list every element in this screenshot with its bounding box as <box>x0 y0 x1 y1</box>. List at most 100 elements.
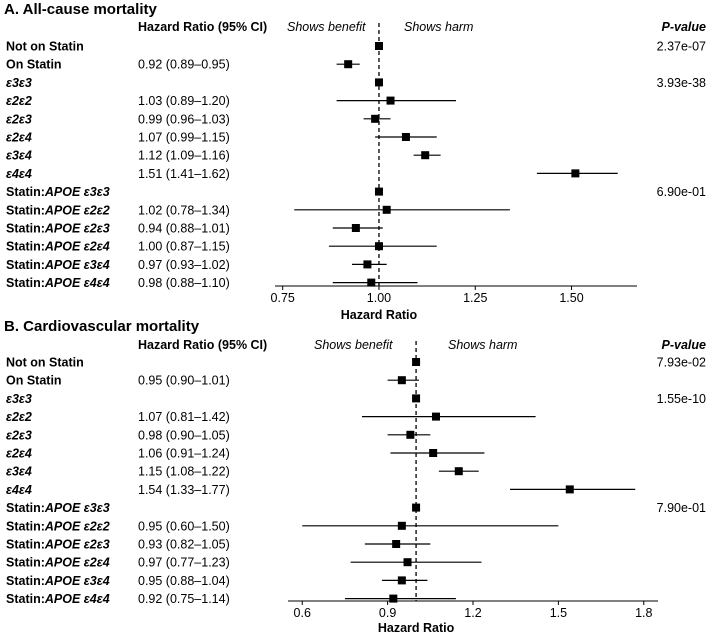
row-label: Statin:APOE ε3ε3 <box>6 185 110 199</box>
row-label-genotype: APOE ε2ε3 <box>44 222 110 236</box>
row-label-genotype: ε2ε3 <box>6 428 32 442</box>
row-label: Statin:APOE ε4ε4 <box>6 276 110 290</box>
row-hazard-ratio-text: 0.95 (0.90–1.01) <box>138 374 230 388</box>
row-hazard-ratio-text: 0.95 (0.60–1.50) <box>138 519 230 533</box>
forest-row: Not on Statin 2.37e-07 <box>6 40 706 54</box>
row-hazard-ratio-text: 0.94 (0.88–1.01) <box>138 222 230 236</box>
hr-point <box>371 114 380 123</box>
row-label: Statin:APOE ε2ε2 <box>6 519 110 533</box>
row-hazard-ratio-text: 0.97 (0.93–1.02) <box>138 258 230 272</box>
row-label-genotype: APOE ε4ε4 <box>44 592 110 606</box>
row-label: ε2ε3 <box>6 112 32 126</box>
row-hazard-ratio-text: 1.07 (0.99–1.15) <box>138 131 230 145</box>
panel-b: B. Cardiovascular mortality Hazard Ratio … <box>4 318 706 632</box>
forest-row: On Statin 0.95 (0.90–1.01) <box>6 374 419 388</box>
row-hazard-ratio-text: 1.02 (0.78–1.34) <box>138 203 230 217</box>
panel-title: A. All-cause mortality <box>4 1 157 18</box>
row-p-value: 3.93e-38 <box>657 76 706 90</box>
row-label: Statin:APOE ε3ε4 <box>6 574 110 588</box>
row-hazard-ratio-text: 1.54 (1.33–1.77) <box>138 483 230 497</box>
row-label: ε4ε4 <box>6 483 32 497</box>
header-p-value: P-value <box>662 338 707 352</box>
x-tick-label: 1.8 <box>635 606 652 620</box>
hr-point <box>406 430 415 439</box>
row-label-genotype: APOE ε3ε4 <box>44 258 110 272</box>
forest-row: ε2ε4 1.07 (0.99–1.15) <box>6 131 437 145</box>
hr-point <box>421 151 430 160</box>
row-label-prefix: Statin: <box>6 556 45 570</box>
hr-point <box>363 260 372 269</box>
x-tick-label: 0.9 <box>379 606 396 620</box>
row-label-prefix: Statin: <box>6 203 45 217</box>
hr-point <box>367 278 376 287</box>
forest-row: ε3ε4 1.15 (1.08–1.22) <box>6 465 479 479</box>
row-label-genotype: ε2ε2 <box>6 410 32 424</box>
row-label-genotype: APOE ε2ε2 <box>44 203 110 217</box>
row-hazard-ratio-text: 1.51 (1.41–1.62) <box>138 167 230 181</box>
row-hazard-ratio-text: 0.97 (0.77–1.23) <box>138 556 230 570</box>
forest-row: ε2ε3 0.99 (0.96–1.03) <box>6 112 391 126</box>
x-tick-label: 1.2 <box>464 606 481 620</box>
row-label: On Statin <box>6 58 62 72</box>
row-label: ε4ε4 <box>6 167 32 181</box>
row-label-prefix: Not on Statin <box>6 40 84 54</box>
row-label: ε2ε3 <box>6 428 32 442</box>
row-p-value: 2.37e-07 <box>657 40 706 54</box>
row-p-value: 1.55e-10 <box>657 392 706 406</box>
hr-point <box>412 503 421 512</box>
row-label-genotype: APOE ε2ε3 <box>44 538 110 552</box>
row-label-genotype: APOE ε3ε3 <box>44 185 110 199</box>
x-tick-label: 1.50 <box>559 291 583 305</box>
row-label: Statin:APOE ε4ε4 <box>6 592 110 606</box>
row-label-prefix: Statin: <box>6 519 45 533</box>
x-axis-label: Hazard Ratio <box>378 621 455 632</box>
hr-point <box>401 133 410 141</box>
row-label-prefix: Statin: <box>6 538 45 552</box>
row-label: ε3ε4 <box>6 149 32 163</box>
row-hazard-ratio-text: 0.98 (0.88–1.10) <box>138 276 230 290</box>
forest-row: Statin:APOE ε2ε3 0.93 (0.82–1.05) <box>6 538 431 552</box>
row-label-prefix: On Statin <box>6 374 62 388</box>
forest-row: ε4ε4 1.51 (1.41–1.62) <box>6 167 618 181</box>
header-hazard-ratio: Hazard Ratio (95% CI) <box>138 20 267 34</box>
row-label: ε2ε4 <box>6 131 32 145</box>
row-label-genotype: ε4ε4 <box>6 167 32 181</box>
row-p-value: 6.90e-01 <box>657 185 706 199</box>
row-label: ε2ε2 <box>6 410 32 424</box>
x-axis-label: Hazard Ratio <box>341 308 418 322</box>
hr-point <box>392 540 401 548</box>
row-label: Not on Statin <box>6 40 84 54</box>
header-hazard-ratio: Hazard Ratio (95% CI) <box>138 338 267 352</box>
forest-row: Statin:APOE ε4ε4 0.92 (0.75–1.14) <box>6 592 456 606</box>
hr-point <box>397 521 406 530</box>
row-label-prefix: On Statin <box>6 58 62 72</box>
forest-row: Statin:APOE ε3ε3 6.90e-01 <box>6 185 706 199</box>
row-hazard-ratio-text: 0.92 (0.75–1.14) <box>138 592 230 606</box>
forest-row: ε2ε2 1.07 (0.81–1.42) <box>6 410 536 424</box>
header-shows-benefit: Shows benefit <box>314 338 393 352</box>
row-label-genotype: APOE ε3ε3 <box>44 501 110 515</box>
forest-row: ε2ε4 1.06 (0.91–1.24) <box>6 447 485 461</box>
forest-row: Statin:APOE ε3ε3 7.90e-01 <box>6 501 706 515</box>
forest-row: Statin:APOE ε2ε2 0.95 (0.60–1.50) <box>6 519 559 533</box>
hr-point <box>429 449 438 457</box>
header-shows-benefit: Shows benefit <box>287 20 366 34</box>
row-label: ε3ε4 <box>6 465 32 479</box>
row-label-prefix: Statin: <box>6 592 45 606</box>
row-label: Statin:APOE ε3ε3 <box>6 501 110 515</box>
row-label: ε3ε3 <box>6 76 32 90</box>
row-hazard-ratio-text: 0.93 (0.82–1.05) <box>138 538 230 552</box>
hr-point <box>432 412 440 421</box>
hr-point <box>386 96 395 105</box>
row-label: ε3ε3 <box>6 392 32 406</box>
row-label: On Statin <box>6 374 62 388</box>
row-label-genotype: ε3ε4 <box>6 149 32 163</box>
row-label-genotype: APOE ε2ε4 <box>44 556 110 570</box>
row-label-genotype: APOE ε2ε4 <box>44 240 110 254</box>
hr-point <box>351 224 360 232</box>
x-tick-label: 1.00 <box>367 291 391 305</box>
header-shows-harm: Shows harm <box>448 338 517 352</box>
hr-point <box>397 576 406 585</box>
row-label-prefix: Statin: <box>6 276 45 290</box>
row-label-prefix: Statin: <box>6 501 45 515</box>
